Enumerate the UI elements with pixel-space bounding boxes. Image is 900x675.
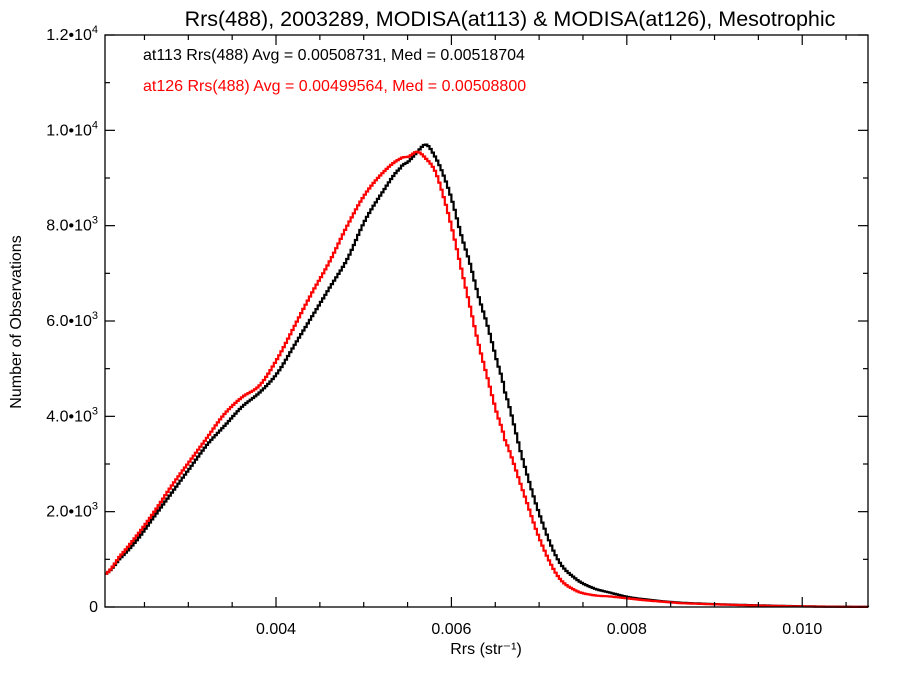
x-axis-label: Rrs (str⁻¹) bbox=[450, 641, 522, 658]
y-tick-label: 0 bbox=[89, 599, 98, 616]
chart-title: Rrs(488), 2003289, MODISA(at113) & MODIS… bbox=[185, 7, 836, 31]
series-line-at126 bbox=[105, 150, 868, 608]
y-tick-label: 4.0•103 bbox=[46, 405, 98, 425]
y-tick-label: 6.0•103 bbox=[46, 310, 98, 330]
plot-series bbox=[105, 143, 870, 608]
legend: at113 Rrs(488) Avg = 0.00508731, Med = 0… bbox=[143, 47, 526, 95]
legend-entry: at113 Rrs(488) Avg = 0.00508731, Med = 0… bbox=[143, 47, 525, 64]
y-tick-label: 1.0•104 bbox=[46, 119, 98, 139]
x-tick-label: 0.008 bbox=[607, 621, 647, 638]
y-tick-label: 8.0•103 bbox=[46, 215, 98, 235]
y-tick-label: 1.2•104 bbox=[46, 24, 98, 44]
x-tick-label: 0.004 bbox=[256, 621, 296, 638]
y-axis-label: Number of Observations bbox=[8, 235, 25, 408]
axis-ticks bbox=[105, 34, 868, 608]
x-tick-label: 0.006 bbox=[431, 621, 471, 638]
y-tick-label: 2.0•103 bbox=[46, 501, 98, 521]
legend-entry: at126 Rrs(488) Avg = 0.00499564, Med = 0… bbox=[143, 78, 526, 95]
tick-labels: 0.004 0.006 0.008 0.010 0 2.0•103 4.0•103 6.0•1… bbox=[46, 24, 822, 638]
x-tick-label: 0.010 bbox=[782, 621, 822, 638]
